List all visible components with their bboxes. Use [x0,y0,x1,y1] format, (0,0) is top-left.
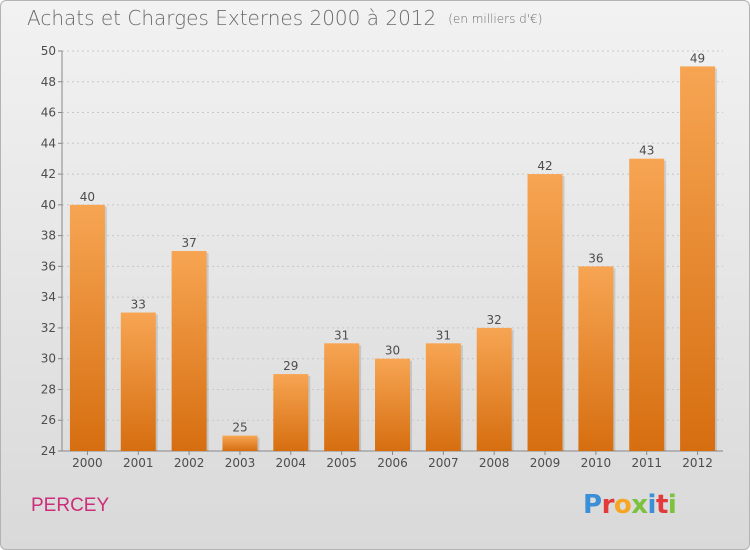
data-label: 30 [385,344,400,358]
y-tick-label: 48 [41,75,56,89]
y-tick-label: 36 [41,259,56,273]
chart-subtitle: (en milliers d'€) [448,12,543,26]
bar-2012 [680,66,716,451]
logo-letter: P [583,490,602,520]
logo-letter: o [613,490,632,520]
x-tick-label: 2002 [174,456,205,470]
x-tick-label: 2005 [326,456,357,470]
data-label: 36 [588,251,603,265]
data-label: 32 [487,313,502,327]
bar-2002 [171,251,207,451]
logo-letter: i [667,490,677,520]
y-tick-label: 46 [41,106,56,120]
logo-letter: x [631,490,648,520]
data-label: 33 [131,298,146,312]
data-label: 37 [181,236,196,250]
bars [69,66,718,452]
bar-2007 [425,343,461,451]
commune-name: PERCEY [31,495,110,516]
logo-letter: t [655,490,668,520]
bar-2008 [476,327,512,451]
x-tick-label: 2012 [682,456,713,470]
x-tick-label: 2009 [530,456,561,470]
y-tick-label: 40 [41,198,56,212]
y-tick-label: 32 [41,321,56,335]
y-tick-label: 50 [41,44,56,58]
y-tick-label: 44 [41,136,56,150]
y-tick-label: 42 [41,167,56,181]
bar-2001 [120,312,156,451]
chart-title: Achats et Charges Externes 2000 à 2012 (e… [27,6,542,30]
data-label: 43 [639,144,654,158]
bar-2011 [629,158,665,451]
x-tick-label: 2004 [276,456,307,470]
x-tick-label: 2000 [72,456,103,470]
data-label: 49 [690,51,705,65]
data-label: 31 [436,328,451,342]
y-tick-label: 28 [41,382,56,396]
logo-letter: r [601,490,615,520]
bar-2010 [578,266,614,451]
data-label: 31 [334,328,349,342]
data-label: 25 [232,421,247,435]
y-tick-label: 30 [41,352,56,366]
chart-title-text: Achats et Charges Externes 2000 à 2012 [27,6,437,30]
x-tick-label: 2003 [225,456,256,470]
y-tick-label: 34 [41,290,56,304]
bar-2005 [324,343,360,451]
y-tick-label: 26 [41,413,56,427]
bar-2009 [527,174,563,452]
y-tick-label: 24 [41,444,56,458]
y-tick-label: 38 [41,229,56,243]
x-tick-label: 2007 [428,456,459,470]
x-tick-label: 2008 [479,456,510,470]
data-label: 40 [80,190,95,204]
x-tick-label: 2001 [123,456,154,470]
x-tick-label: 2010 [581,456,612,470]
labels: 24 26 28 30 32 34 36 38 40 42 44 46 48 50 40 2000 33 2001… [41,44,713,470]
bar-2004 [273,374,309,451]
x-tick-label: 2011 [631,456,662,470]
bar-2000 [69,204,105,451]
bar-2003 [222,435,258,451]
data-label: 29 [283,359,298,373]
logo-letter: i [647,490,657,520]
x-tick-label: 2006 [377,456,408,470]
bar-2006 [375,358,410,451]
proxiti-logo: Proxiti [583,490,677,520]
data-label: 42 [537,159,552,173]
